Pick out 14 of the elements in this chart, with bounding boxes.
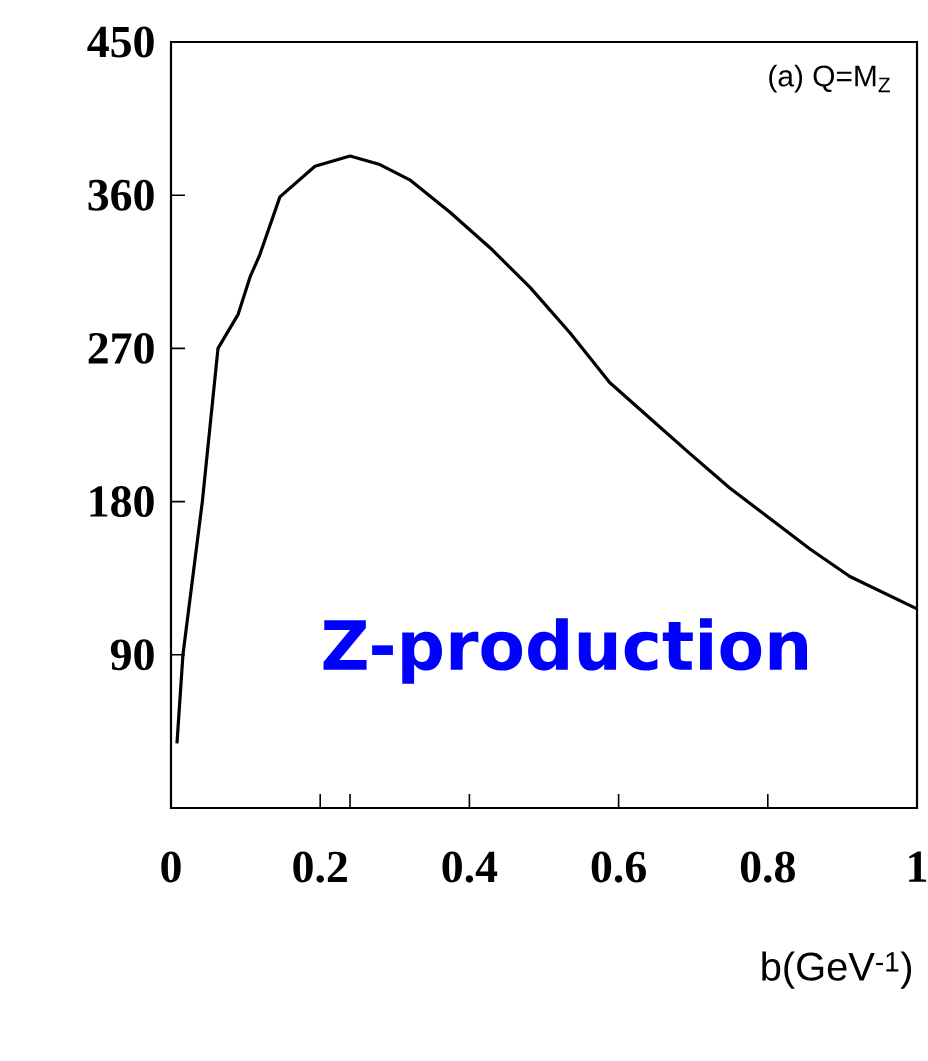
annotation: Z-production	[323, 618, 808, 684]
x-tick-label: 0	[161, 851, 181, 883]
x-axis-title: b(GeV$^{-1}$)	[762, 951, 912, 989]
x-tick-label: 0.2	[293, 851, 347, 883]
y-tick-label: 90	[110, 639, 154, 671]
x-tick-label: 0.4	[442, 851, 498, 883]
x-tick-label: 0.8	[740, 851, 795, 883]
x-tick-label: 1	[909, 851, 927, 882]
y-tick-label: 180	[90, 486, 154, 518]
y-tick-label: 450	[87, 26, 154, 58]
x-tick-label: 0.6	[591, 851, 646, 883]
y-tick-label: 360	[88, 179, 154, 211]
y-tick-label: 270	[88, 332, 154, 364]
annotation: (a) Q=M$_{Z}$	[769, 64, 890, 93]
